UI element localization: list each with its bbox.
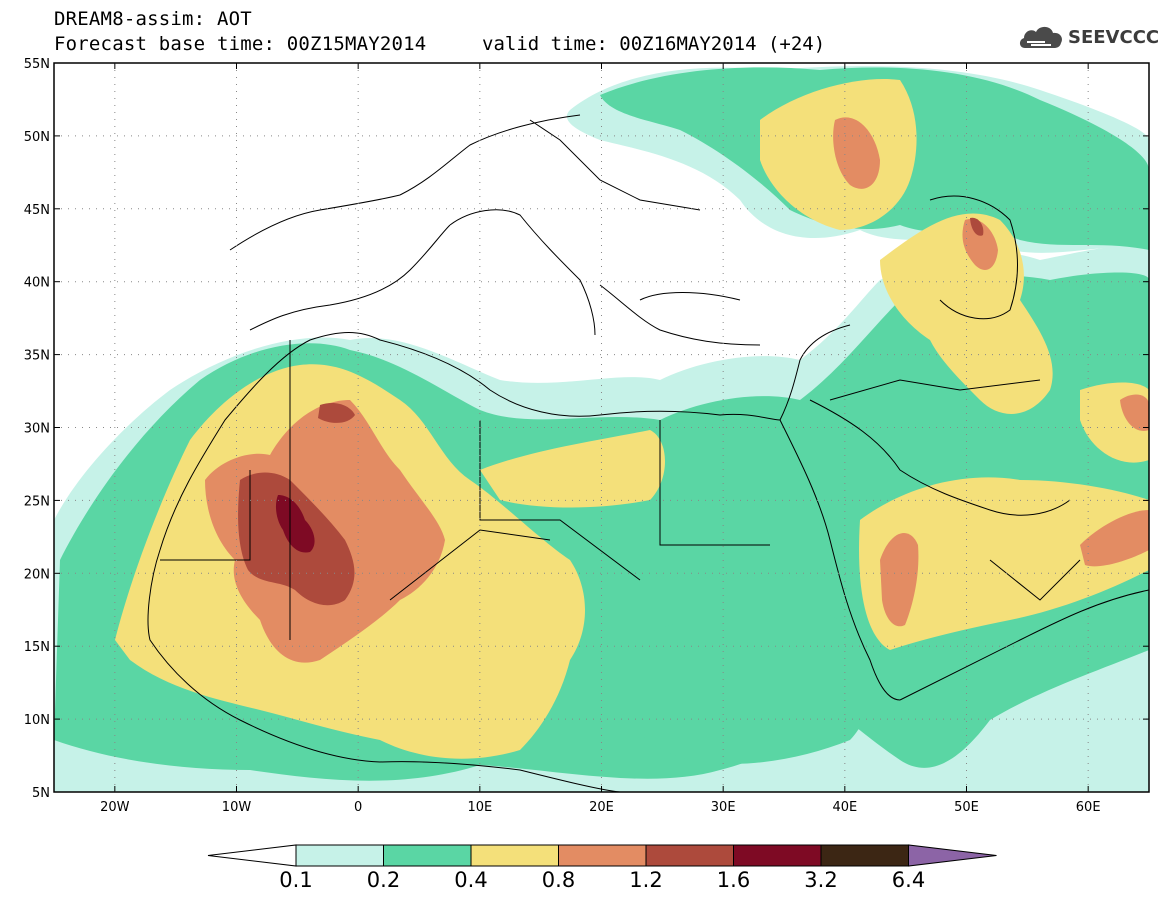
title-variable: DREAM8-assim: AOT xyxy=(54,8,252,30)
colorbar-over-triangle xyxy=(908,844,997,867)
lat-tick-label: 50N xyxy=(24,130,50,145)
aot-level-1.6 xyxy=(275,495,315,553)
colorbar-tick-label: 6.4 xyxy=(891,868,926,892)
cloud-icon xyxy=(1019,26,1063,48)
aot-field xyxy=(54,66,1149,792)
lat-tick-label: 55N xyxy=(24,57,50,72)
lat-tick-label: 30N xyxy=(24,422,50,437)
lat-tick-label: 10N xyxy=(24,713,50,728)
colorbar-tick-label: 0.8 xyxy=(541,868,576,892)
colorbar-swatch xyxy=(470,844,559,867)
logo-text: SEEVCCC xyxy=(1068,26,1160,48)
colorbar-tick-label: 3.2 xyxy=(804,868,838,892)
lat-tick-label: 15N xyxy=(24,640,50,655)
lat-tick-label: 40N xyxy=(24,276,50,291)
colorbar xyxy=(207,844,997,867)
lon-tick-label: 10E xyxy=(467,800,492,815)
colorbar-swatch xyxy=(820,844,909,867)
colorbar-tick-label: 0.4 xyxy=(454,868,488,892)
lon-tick-label: 40E xyxy=(832,800,857,815)
forecast-base-time: Forecast base time: 00Z15MAY2014 xyxy=(54,33,427,55)
lon-tick-label: 0 xyxy=(354,800,362,815)
latitude-axis: 55N 50N 45N 40N 35N 30N 25N 20N 15N 10N 5N xyxy=(24,57,1149,801)
colorbar-swatch xyxy=(645,844,734,867)
gridlines xyxy=(54,63,1149,792)
lat-tick-label: 35N xyxy=(24,349,50,364)
seevccc-logo: SEEVCCC xyxy=(1017,22,1159,52)
colorbar-tick-label: 0.2 xyxy=(366,868,401,892)
lon-tick-label: 10W xyxy=(222,800,252,815)
lat-tick-label: 25N xyxy=(24,494,50,509)
lat-tick-label: 45N xyxy=(24,203,50,218)
colorbar-swatch xyxy=(733,844,822,867)
longitude-axis: 20W 10W 0 10E 20E 30E 40E 50E 60E xyxy=(100,63,1101,815)
lon-tick-label: 60E xyxy=(1076,800,1101,815)
colorbar-swatch xyxy=(558,844,647,867)
coastlines xyxy=(147,114,1149,792)
lon-tick-label: 20E xyxy=(589,800,614,815)
colorbar-tick-label: 1.6 xyxy=(716,868,751,892)
colorbar-swatch xyxy=(383,844,472,867)
lon-tick-label: 30E xyxy=(711,800,736,815)
lat-tick-label: 5N xyxy=(32,786,50,801)
valid-time: valid time: 00Z16MAY2014 (+24) xyxy=(482,33,826,55)
lon-tick-label: 20W xyxy=(100,800,130,815)
colorbar-under-triangle xyxy=(207,844,297,867)
colorbar-tick-label: 1.2 xyxy=(629,868,663,892)
lat-tick-label: 20N xyxy=(24,567,50,582)
colorbar-tick-label: 0.1 xyxy=(279,868,313,892)
colorbar-swatch xyxy=(295,844,384,867)
lon-tick-label: 50E xyxy=(954,800,979,815)
